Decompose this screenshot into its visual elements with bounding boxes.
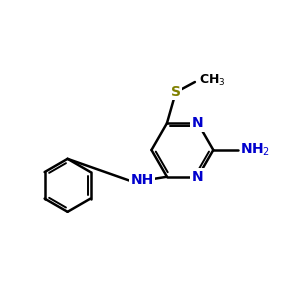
Text: S: S <box>171 85 181 99</box>
Text: N: N <box>192 116 204 130</box>
Text: CH$_3$: CH$_3$ <box>199 73 226 88</box>
Text: NH: NH <box>130 173 154 187</box>
Text: NH$_2$: NH$_2$ <box>240 142 270 158</box>
Text: N: N <box>192 170 204 184</box>
